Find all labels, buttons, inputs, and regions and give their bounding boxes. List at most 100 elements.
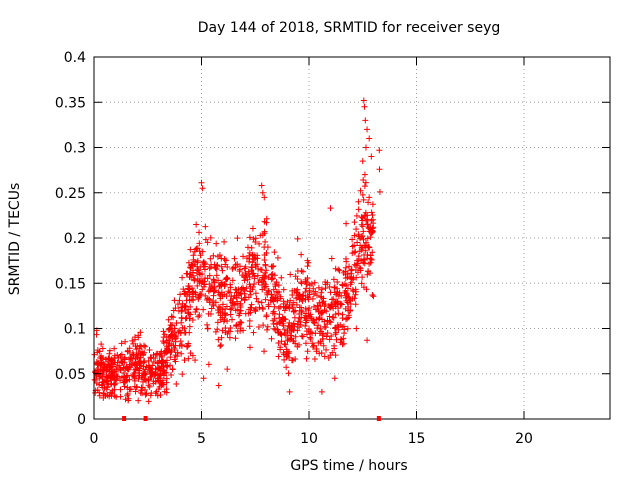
data-point — [278, 318, 285, 325]
data-point — [173, 381, 180, 388]
x-axis-marker — [376, 416, 381, 421]
data-point — [350, 274, 357, 281]
data-point — [229, 299, 236, 306]
data-point — [235, 312, 242, 319]
data-point — [322, 285, 329, 292]
data-point — [126, 386, 133, 393]
data-point — [313, 316, 320, 323]
data-point — [318, 286, 325, 293]
data-point — [132, 366, 139, 373]
x-axis-label: GPS time / hours — [290, 458, 407, 474]
data-point — [285, 370, 292, 377]
data-point — [210, 252, 217, 259]
data-point — [338, 301, 345, 308]
data-point — [281, 340, 288, 347]
data-point — [204, 239, 211, 246]
data-point — [364, 216, 371, 223]
data-point — [104, 374, 111, 381]
data-point — [140, 358, 147, 365]
data-point — [343, 316, 350, 323]
data-point — [224, 366, 231, 373]
data-point — [172, 305, 179, 312]
data-point — [185, 259, 192, 266]
data-point — [318, 388, 325, 395]
data-point — [167, 321, 174, 328]
data-point — [251, 307, 258, 314]
data-point — [332, 311, 339, 318]
x-tick-label: 0 — [90, 431, 99, 447]
data-point — [178, 350, 185, 357]
data-point — [197, 271, 204, 278]
data-point — [103, 373, 110, 380]
data-point — [309, 330, 316, 337]
data-point — [139, 378, 146, 385]
data-point — [122, 338, 129, 345]
data-point — [303, 319, 310, 326]
data-point — [188, 296, 195, 303]
data-point — [355, 198, 362, 205]
data-point — [246, 252, 253, 259]
data-point — [261, 194, 268, 201]
data-point — [344, 315, 351, 322]
data-point — [292, 340, 299, 347]
data-point — [196, 277, 203, 284]
data-point — [280, 286, 287, 293]
data-point — [347, 307, 354, 314]
y-tick-label: 0.25 — [55, 186, 86, 202]
data-point — [140, 342, 147, 349]
x-axis-marker — [143, 416, 148, 421]
data-point — [362, 247, 369, 254]
data-point — [285, 322, 292, 329]
data-point — [171, 325, 178, 332]
data-point — [362, 117, 369, 124]
data-point — [275, 339, 282, 346]
data-point — [143, 390, 150, 397]
data-point — [361, 256, 368, 263]
data-point — [133, 361, 140, 368]
data-point — [351, 232, 358, 239]
data-point — [314, 302, 321, 309]
data-point — [306, 305, 313, 312]
data-points — [91, 97, 383, 405]
data-point — [252, 290, 259, 297]
x-axis-marker — [122, 416, 127, 421]
data-point — [353, 226, 360, 233]
data-point — [317, 338, 324, 345]
data-point — [343, 297, 350, 304]
data-point — [161, 388, 168, 395]
data-point — [229, 277, 236, 284]
data-point — [174, 349, 181, 356]
data-point — [226, 289, 233, 296]
data-point — [182, 315, 189, 322]
data-point — [193, 305, 200, 312]
data-point — [268, 291, 275, 298]
data-point — [131, 373, 138, 380]
data-point — [241, 277, 248, 284]
data-point — [194, 282, 201, 289]
data-point — [302, 276, 309, 283]
data-point — [369, 249, 376, 256]
data-point — [232, 335, 239, 342]
data-point — [201, 263, 208, 270]
data-point — [248, 301, 255, 308]
data-point — [107, 381, 114, 388]
data-point — [366, 194, 373, 201]
data-point — [163, 379, 170, 386]
data-point — [202, 275, 209, 282]
data-point — [335, 293, 342, 300]
data-point — [204, 295, 211, 302]
data-point — [333, 324, 340, 331]
data-point — [300, 292, 307, 299]
data-point — [329, 314, 336, 321]
data-point — [216, 291, 223, 298]
data-point — [282, 304, 289, 311]
data-point — [224, 330, 231, 337]
data-point — [247, 291, 254, 298]
data-point — [218, 263, 225, 270]
data-point — [263, 312, 270, 319]
data-point — [102, 356, 109, 363]
data-point — [256, 304, 263, 311]
data-point — [299, 268, 306, 275]
data-point — [259, 286, 266, 293]
data-point — [242, 269, 249, 276]
